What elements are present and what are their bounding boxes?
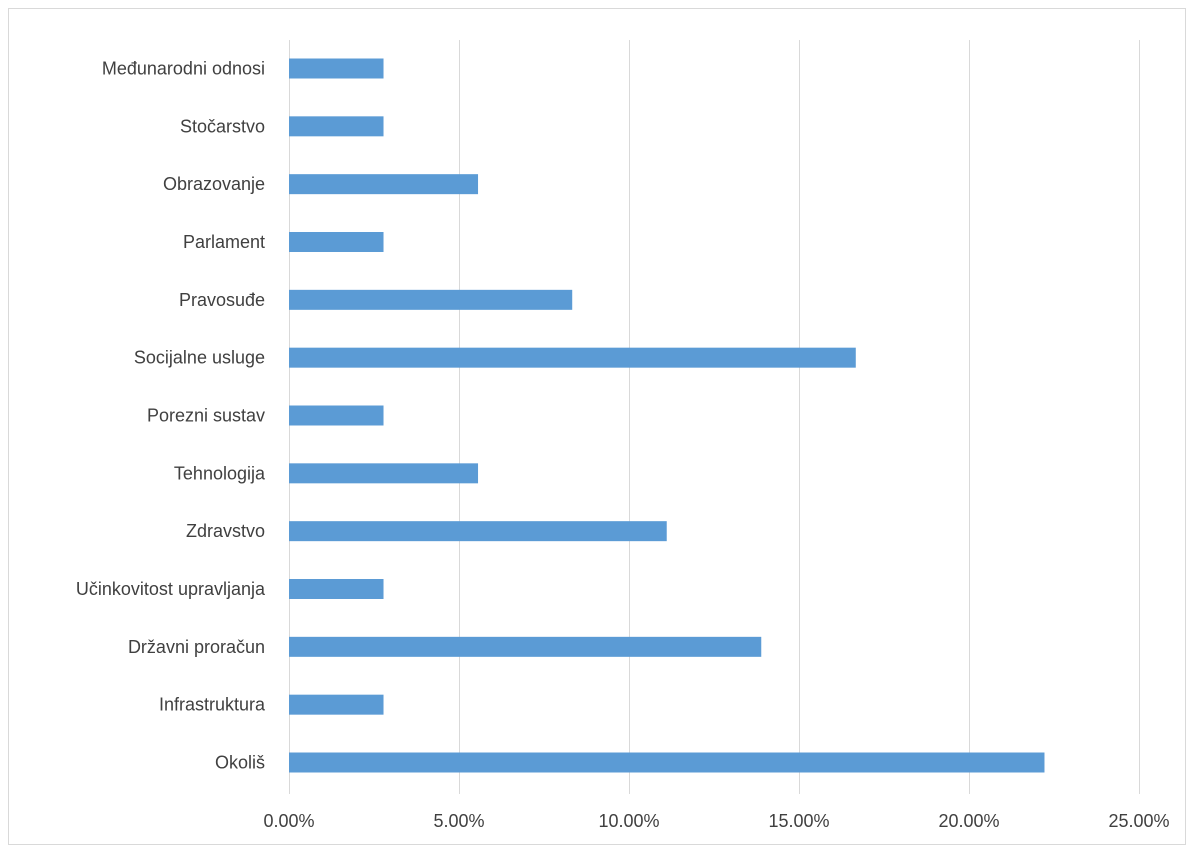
x-tick-label: 10.00%: [598, 811, 659, 831]
x-tick-label: 5.00%: [433, 811, 484, 831]
x-tick-label: 15.00%: [768, 811, 829, 831]
category-label: Državni proračun: [128, 637, 265, 657]
bar: [289, 58, 384, 79]
bar: [289, 694, 384, 715]
bars: [289, 58, 1045, 773]
category-label: Obrazovanje: [163, 174, 265, 194]
x-tick-label: 0.00%: [263, 811, 314, 831]
bar: [289, 752, 1045, 773]
x-tick-label: 25.00%: [1108, 811, 1169, 831]
bar: [289, 289, 573, 310]
category-label: Okoliš: [215, 753, 265, 773]
bar: [289, 636, 762, 657]
category-label: Socijalne usluge: [134, 348, 265, 368]
bar: [289, 405, 384, 426]
bar: [289, 116, 384, 137]
bar: [289, 174, 479, 195]
category-labels: Međunarodni odnosi Stočarstvo Obrazovanje P…: [76, 59, 266, 773]
category-label: Parlament: [183, 232, 265, 252]
bar: [289, 232, 384, 252]
category-label: Infrastruktura: [159, 695, 266, 715]
gridlines: [289, 40, 1140, 794]
category-label: Tehnologija: [174, 463, 266, 483]
bar: [289, 347, 856, 368]
chart-frame: [8, 8, 1186, 845]
category-label: Međunarodni odnosi: [102, 59, 265, 79]
bar: [289, 521, 667, 542]
bar: [289, 579, 384, 599]
category-label: Porezni sustav: [147, 406, 265, 426]
category-label: Zdravstvo: [186, 521, 265, 541]
category-label: Stočarstvo: [180, 116, 265, 136]
category-label: Učinkovitost upravljanja: [76, 579, 266, 599]
x-tick-label: 20.00%: [938, 811, 999, 831]
x-tick-labels: 0.00% 5.00% 10.00% 15.00% 20.00% 25.00%: [263, 811, 1169, 831]
category-label: Pravosuđe: [179, 290, 265, 310]
bar: [289, 463, 479, 484]
